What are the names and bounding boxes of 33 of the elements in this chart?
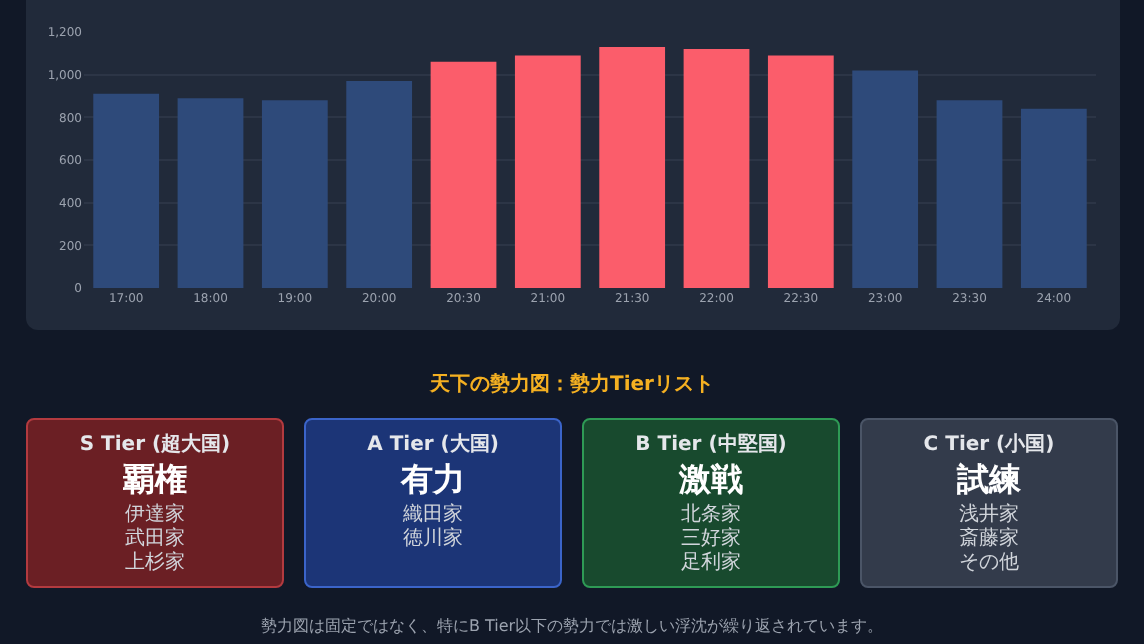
text: 激戦 (677, 460, 745, 498)
bar (852, 70, 919, 288)
text: 武田家 (123, 528, 187, 551)
bar (430, 61, 497, 288)
bar (514, 55, 581, 288)
bar (346, 81, 413, 288)
text: 浅井家 (957, 504, 1021, 527)
bar (177, 98, 244, 288)
text: 勢力図は固定ではなく、特にB Tier以下の勢力では激しい浮沈が繰り返されています。 (258, 615, 886, 638)
bar (599, 46, 666, 288)
text: 覇権 (121, 460, 189, 498)
text: C Tier (小国) (921, 434, 1057, 458)
text: 三好家 (679, 528, 743, 551)
text: 徳川家 (401, 528, 465, 552)
bar (93, 93, 160, 288)
text: 足利家 (679, 552, 743, 576)
bar (1020, 108, 1087, 288)
text: 織田家 (401, 504, 465, 527)
text: 北条家 (679, 504, 743, 527)
bar (261, 100, 328, 288)
text: B Tier (中堅国) (633, 434, 789, 458)
text: 試練 (954, 460, 1023, 498)
text: その他 (957, 552, 1021, 576)
text: A Tier (大国) (365, 434, 501, 458)
text: 伊達家 (123, 504, 187, 527)
text: 有力 (398, 460, 467, 498)
text: S Tier (超大国) (77, 434, 233, 458)
bar (683, 49, 750, 288)
bar (936, 100, 1003, 288)
text: 天下の勢力図：勢力Tierリスト (428, 371, 716, 398)
bar (767, 55, 834, 288)
text: 斎藤家 (957, 528, 1021, 552)
text: 上杉家 (123, 552, 187, 576)
